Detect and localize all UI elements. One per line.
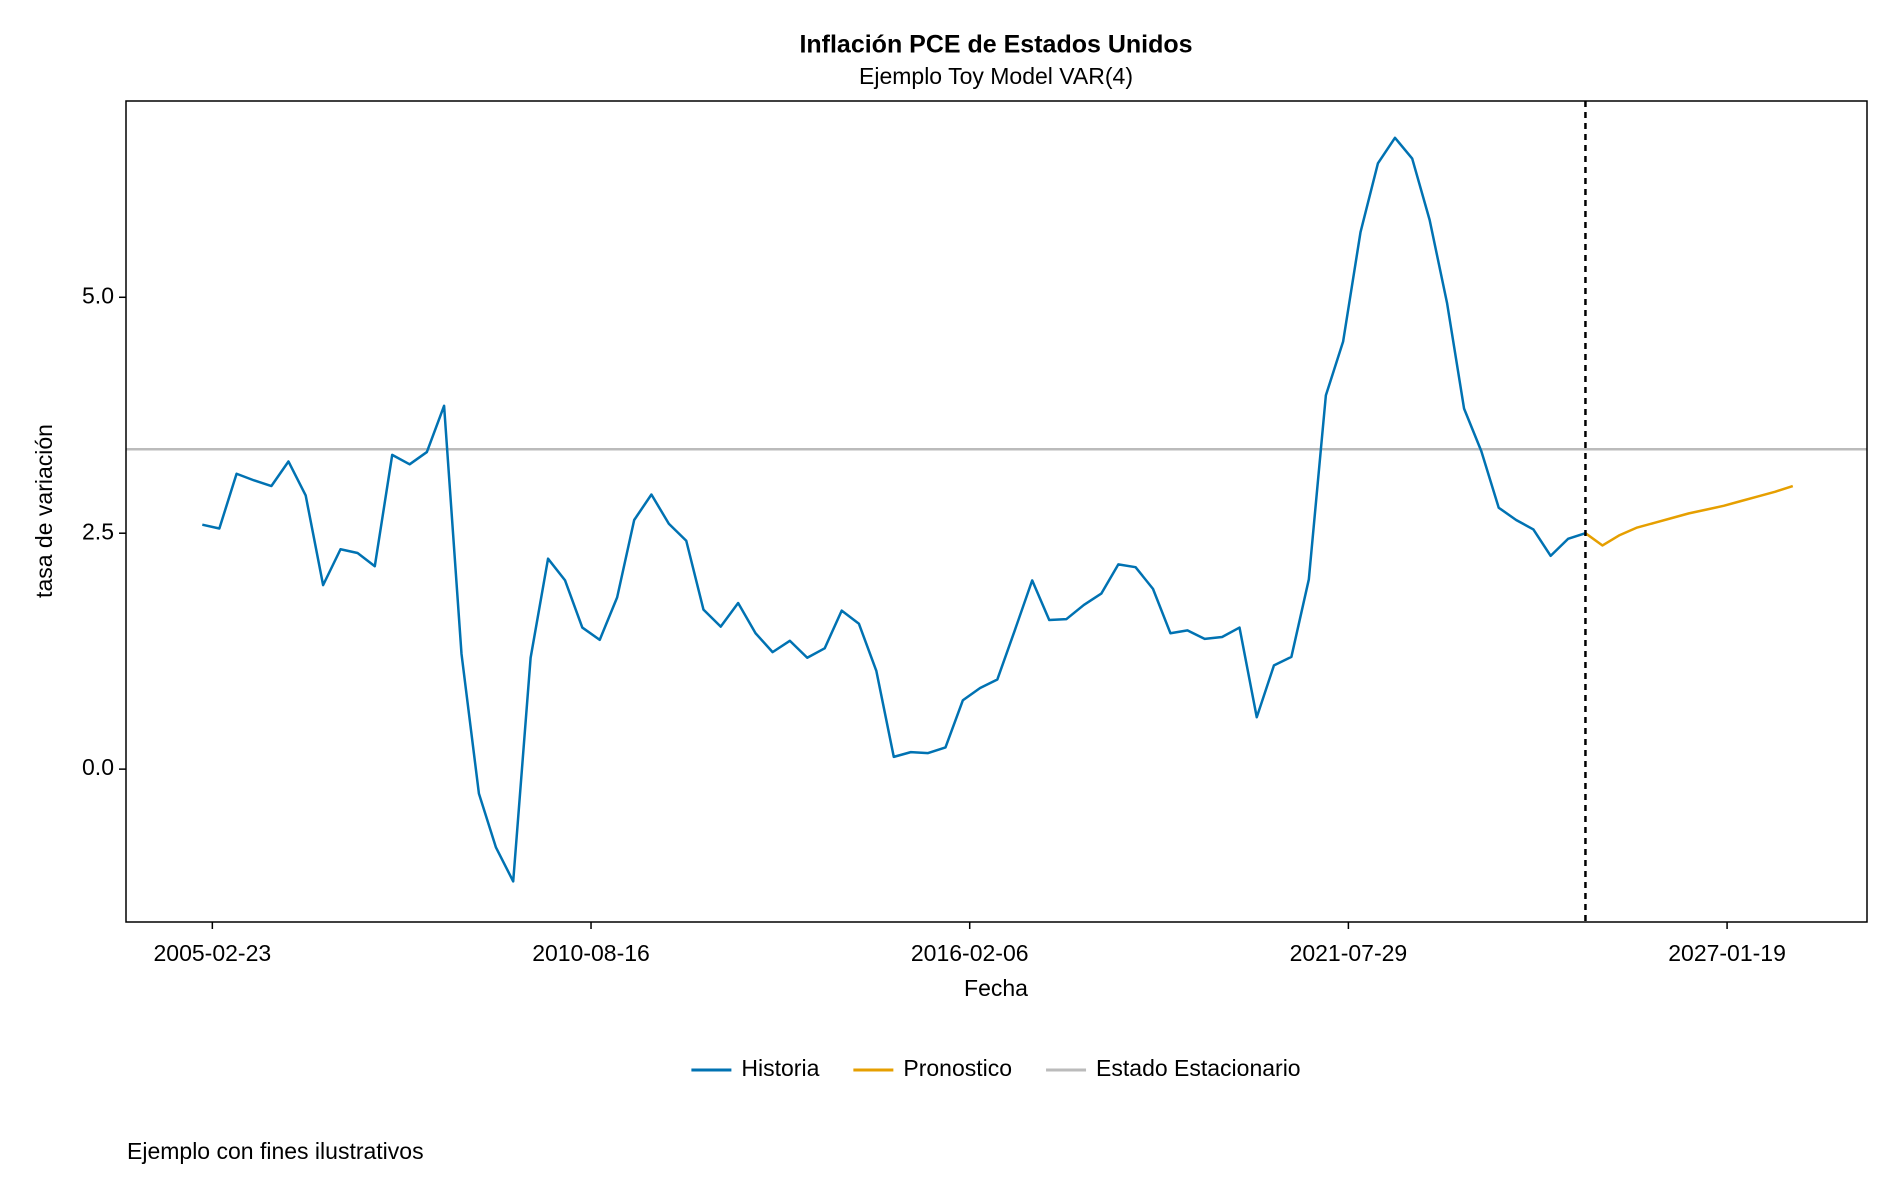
x-tick-label: 2005-02-23 — [154, 940, 272, 966]
x-tick-label: 2016-02-06 — [911, 940, 1029, 966]
legend-label: Pronostico — [903, 1055, 1012, 1081]
x-tick-label: 2010-08-16 — [532, 940, 650, 966]
y-tick-label: 2.5 — [82, 518, 114, 544]
caption: Ejemplo con fines ilustrativos — [127, 1138, 424, 1164]
y-axis-label: tasa de variación — [31, 424, 57, 598]
legend-label: Historia — [741, 1055, 819, 1081]
x-tick-label: 2021-07-29 — [1290, 940, 1408, 966]
y-tick-label: 0.0 — [82, 754, 114, 780]
line-series — [202, 136, 1586, 883]
chart-subtitle: Ejemplo Toy Model VAR(4) — [859, 63, 1133, 89]
chart-title: Inflación PCE de Estados Unidos — [799, 31, 1192, 59]
x-tick-label: 2027-01-19 — [1668, 940, 1786, 966]
line-series — [1584, 484, 1794, 547]
legend: Historia Pronostico Estado Estacionario — [691, 1055, 1301, 1081]
plot-frame — [125, 100, 1868, 923]
legend-label: Estado Estacionario — [1096, 1055, 1301, 1081]
x-axis-label: Fecha — [964, 975, 1028, 1001]
y-tick-label: 5.0 — [82, 282, 114, 308]
